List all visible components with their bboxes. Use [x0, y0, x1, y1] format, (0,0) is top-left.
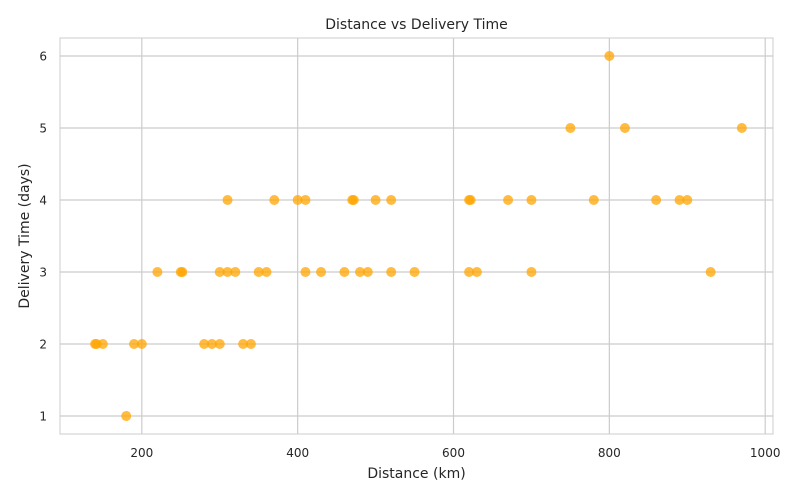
y-tick-label: 5	[39, 122, 47, 136]
x-axis-label: Distance (km)	[367, 466, 465, 482]
data-point	[471, 267, 482, 277]
plot-frame	[59, 37, 774, 435]
data-point	[261, 267, 272, 277]
data-point	[300, 195, 311, 205]
data-point	[526, 267, 537, 277]
data-point	[503, 195, 514, 205]
data-point	[129, 339, 140, 349]
data-point	[300, 267, 311, 277]
data-point	[682, 195, 693, 205]
data-point	[316, 267, 327, 277]
data-point	[222, 267, 233, 277]
y-tick-label: 1	[39, 410, 47, 424]
y-tick-labels: 1 2 3 4 5 6	[39, 50, 47, 424]
data-point	[97, 339, 108, 349]
data-point	[206, 339, 217, 349]
data-point	[736, 123, 747, 133]
data-point	[370, 195, 381, 205]
y-tick-label: 3	[39, 266, 47, 280]
data-point	[199, 339, 210, 349]
y-tick-label: 2	[39, 338, 47, 352]
data-point	[152, 267, 163, 277]
data-point	[214, 339, 225, 349]
x-tick-label: 600	[442, 446, 465, 460]
x-tick-labels: 200 400 600 800 1000	[130, 446, 780, 460]
x-tick-label: 200	[130, 446, 153, 460]
data-point	[565, 123, 576, 133]
data-point	[348, 195, 359, 205]
y-tick-label: 6	[39, 50, 47, 64]
data-point	[526, 195, 537, 205]
x-tick-label: 800	[598, 446, 621, 460]
data-point	[253, 267, 264, 277]
data-point	[214, 267, 225, 277]
data-point	[619, 123, 630, 133]
data-point	[464, 267, 475, 277]
data-point	[355, 267, 366, 277]
data-point	[238, 339, 249, 349]
data-point	[339, 267, 350, 277]
data-point	[292, 195, 303, 205]
data-point	[222, 195, 233, 205]
data-point	[651, 195, 662, 205]
data-points	[90, 51, 747, 421]
data-point	[674, 195, 685, 205]
x-tick-label: 400	[286, 446, 309, 460]
data-point	[386, 195, 397, 205]
data-point	[409, 267, 420, 277]
data-point	[362, 267, 373, 277]
data-point	[121, 411, 132, 421]
data-point	[386, 267, 397, 277]
data-point	[269, 195, 280, 205]
data-point	[588, 195, 599, 205]
y-axis-label: Delivery Time (days)	[17, 163, 33, 308]
data-point	[705, 267, 716, 277]
data-point	[465, 195, 476, 205]
data-point	[604, 51, 615, 61]
chart-title: Distance vs Delivery Time	[325, 17, 508, 33]
data-point	[230, 267, 241, 277]
x-tick-label: 1000	[750, 446, 781, 460]
data-point	[136, 339, 147, 349]
y-tick-label: 4	[39, 194, 47, 208]
data-point	[245, 339, 256, 349]
data-point	[177, 267, 188, 277]
